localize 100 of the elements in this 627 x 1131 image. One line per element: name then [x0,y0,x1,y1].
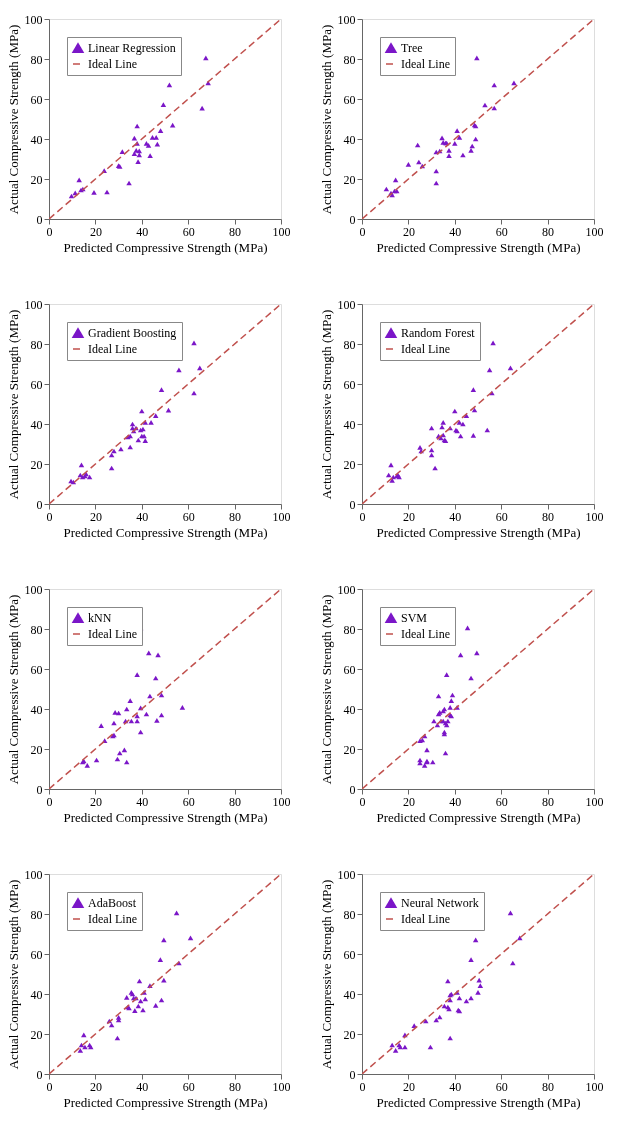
y-tick-label: 80 [343,907,356,922]
legend-label: Ideal Line [88,912,137,926]
x-tick-label: 80 [542,224,555,239]
x-tick-label: 100 [272,224,291,239]
y-tick-label: 0 [36,497,43,512]
legend-label: Ideal Line [401,912,450,926]
x-tick-label: 40 [449,1079,462,1094]
x-tick-label: 100 [585,509,604,524]
x-tick-label: 40 [136,794,149,809]
y-tick-label: 100 [24,297,43,312]
x-axis-title: Predicted Compressive Strength (MPa) [376,1094,581,1110]
x-tick-label: 60 [495,794,508,809]
x-tick-label: 20 [89,224,102,239]
x-tick-label: 0 [46,509,53,524]
y-tick-label: 60 [30,947,43,962]
y-tick-label: 80 [30,622,43,637]
legend-label: Tree [401,41,423,55]
x-axis-title: Predicted Compressive Strength (MPa) [63,239,268,255]
legend-label: Ideal Line [401,627,450,641]
x-tick-label: 0 [359,1079,366,1094]
y-tick-label: 60 [343,377,356,392]
y-axis-title: Actual Compressive Strength (MPa) [5,594,21,785]
legend-label: Ideal Line [88,627,137,641]
y-tick-label: 40 [343,987,356,1002]
x-axis-title: Predicted Compressive Strength (MPa) [376,809,581,825]
legend-label: Ideal Line [88,342,137,356]
legend-label: AdaBoost [88,896,137,910]
legend-label: Ideal Line [401,342,450,356]
legend-label: Ideal Line [88,57,137,71]
y-tick-label: 20 [343,1027,356,1042]
x-tick-label: 80 [229,509,242,524]
legend-label: SVM [401,611,428,625]
y-tick-label: 60 [343,92,356,107]
x-axis-title: Predicted Compressive Strength (MPa) [63,809,268,825]
x-tick-label: 80 [229,1079,242,1094]
y-axis-title: Actual Compressive Strength (MPa) [5,24,21,215]
x-axis-title: Predicted Compressive Strength (MPa) [63,524,268,540]
x-axis-title: Predicted Compressive Strength (MPa) [376,524,581,540]
y-axis-title: Actual Compressive Strength (MPa) [318,24,334,215]
x-tick-label: 100 [272,794,291,809]
x-tick-label: 60 [182,1079,195,1094]
y-tick-label: 80 [30,907,43,922]
y-tick-label: 0 [349,1067,356,1082]
x-tick-label: 60 [182,509,195,524]
x-tick-label: 100 [272,509,291,524]
x-tick-label: 0 [359,224,366,239]
y-tick-label: 0 [36,212,43,227]
x-tick-label: 40 [136,509,149,524]
x-tick-label: 0 [46,1079,53,1094]
y-tick-label: 20 [30,742,43,757]
x-tick-label: 20 [402,509,415,524]
x-tick-label: 80 [542,509,555,524]
x-tick-label: 0 [46,224,53,239]
x-axis-title: Predicted Compressive Strength (MPa) [376,239,581,255]
y-tick-label: 100 [337,867,356,882]
x-tick-label: 100 [585,794,604,809]
y-tick-label: 60 [30,377,43,392]
x-tick-label: 40 [449,509,462,524]
y-tick-label: 20 [343,172,356,187]
y-tick-label: 20 [30,1027,43,1042]
x-tick-label: 20 [402,1079,415,1094]
y-tick-label: 20 [343,742,356,757]
x-tick-label: 80 [229,794,242,809]
y-tick-label: 0 [349,212,356,227]
x-tick-label: 40 [136,224,149,239]
x-tick-label: 60 [182,794,195,809]
y-tick-label: 100 [24,12,43,27]
y-tick-label: 0 [36,1067,43,1082]
x-tick-label: 60 [182,224,195,239]
y-tick-label: 100 [337,12,356,27]
x-tick-label: 20 [89,1079,102,1094]
y-tick-label: 40 [343,702,356,717]
legend-label: Neural Network [401,896,479,910]
y-tick-label: 60 [30,92,43,107]
y-tick-label: 20 [343,457,356,472]
y-axis-title: Actual Compressive Strength (MPa) [318,879,334,1070]
x-tick-label: 0 [46,794,53,809]
y-tick-label: 80 [343,337,356,352]
y-tick-label: 80 [30,52,43,67]
legend-label: Ideal Line [401,57,450,71]
x-tick-label: 60 [495,224,508,239]
x-tick-label: 80 [542,794,555,809]
y-tick-label: 100 [24,582,43,597]
y-tick-label: 40 [30,987,43,1002]
x-tick-label: 0 [359,794,366,809]
y-tick-label: 80 [30,337,43,352]
y-tick-label: 100 [24,867,43,882]
x-tick-label: 20 [89,509,102,524]
y-tick-label: 40 [30,702,43,717]
x-tick-label: 40 [136,1079,149,1094]
x-tick-label: 80 [542,1079,555,1094]
x-tick-label: 100 [272,1079,291,1094]
y-tick-label: 40 [343,132,356,147]
y-tick-label: 0 [349,497,356,512]
x-tick-label: 60 [495,1079,508,1094]
y-tick-label: 100 [337,297,356,312]
x-tick-label: 40 [449,224,462,239]
y-tick-label: 40 [30,132,43,147]
y-tick-label: 80 [343,622,356,637]
x-tick-label: 40 [449,794,462,809]
